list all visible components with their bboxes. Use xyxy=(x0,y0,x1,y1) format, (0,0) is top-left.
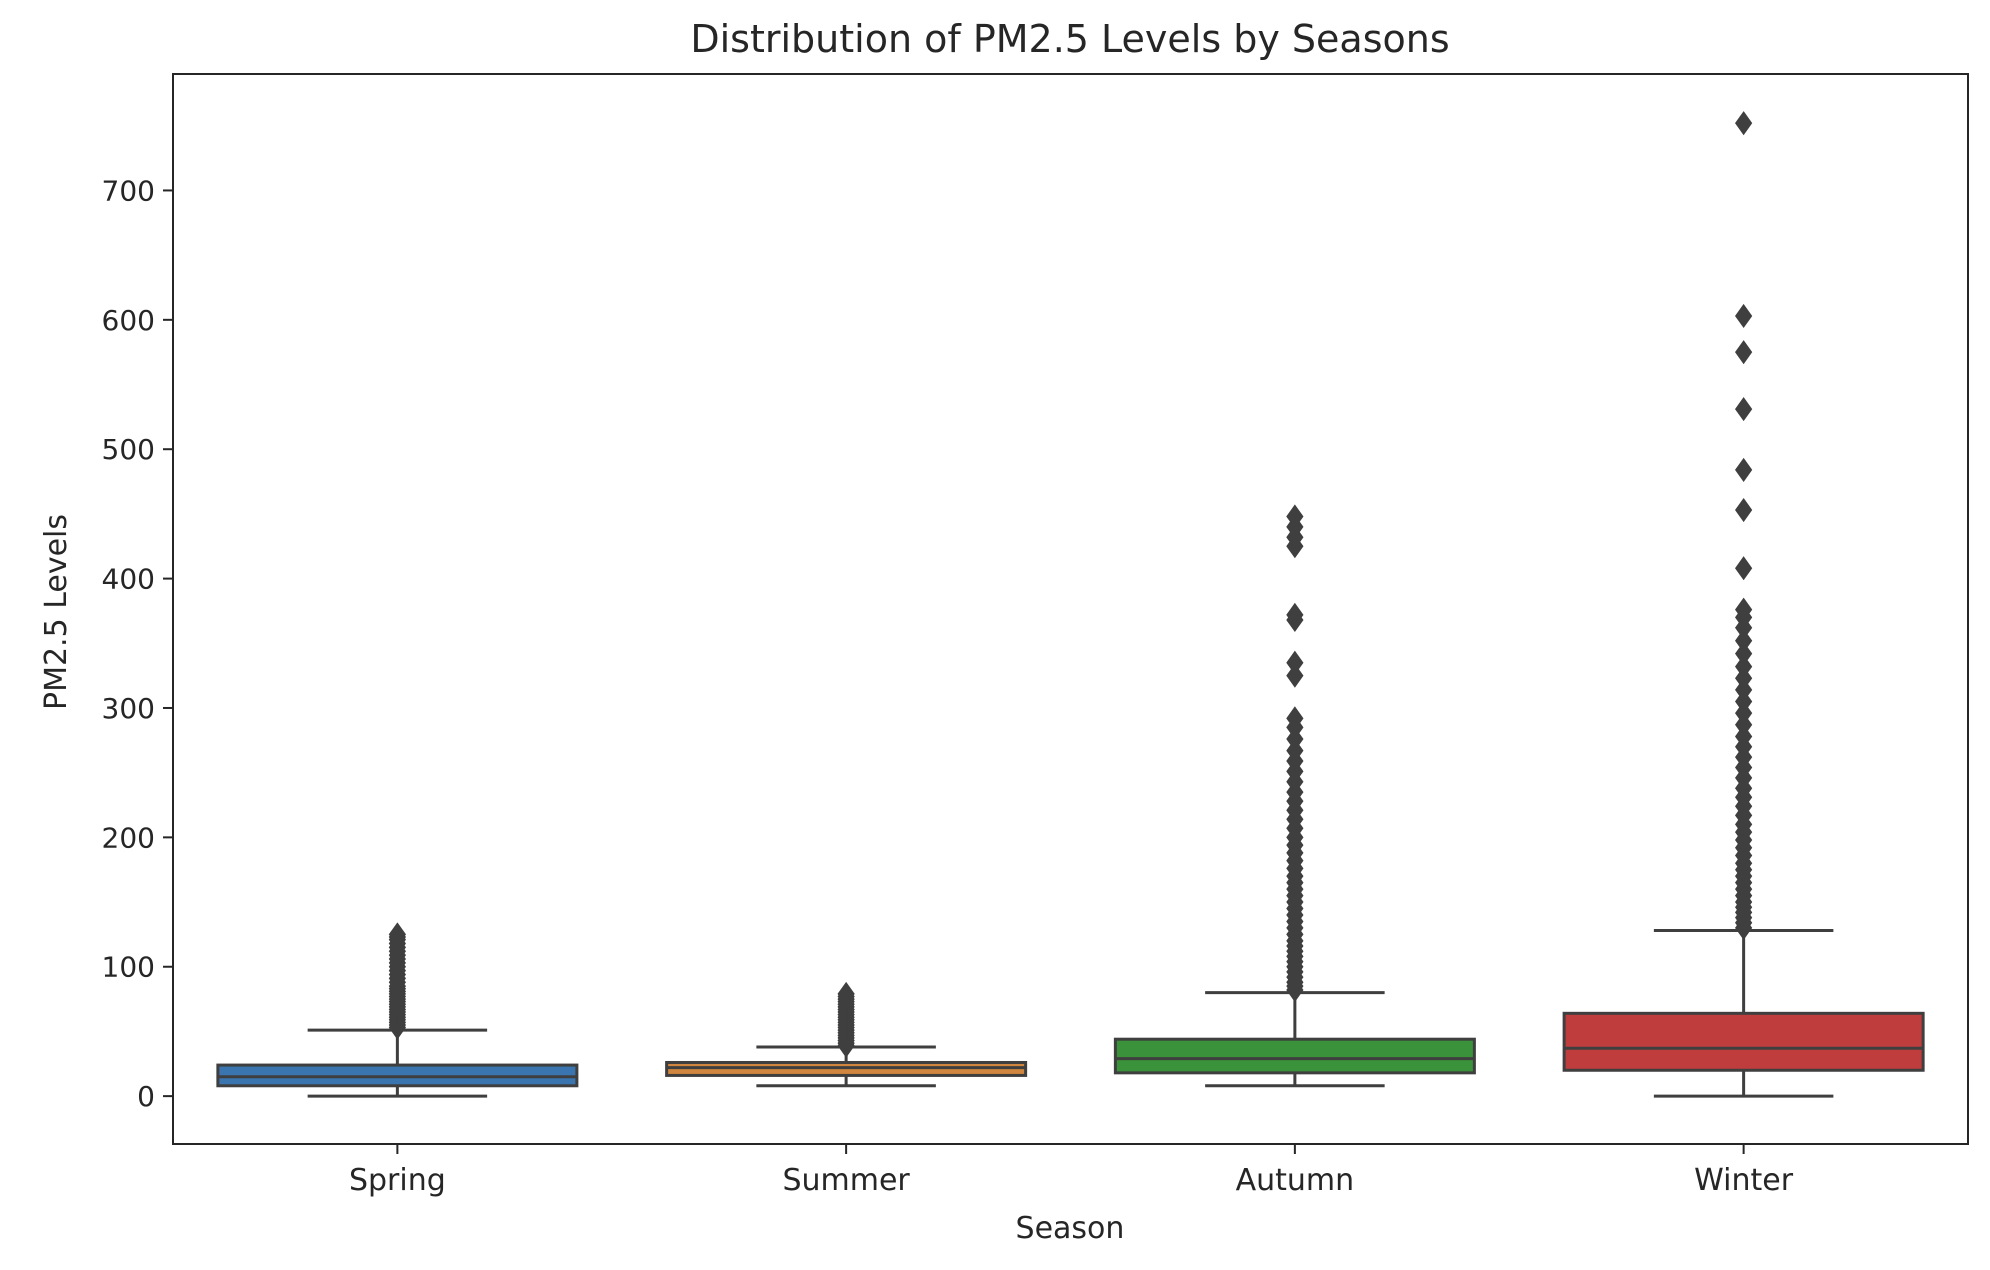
outlier-point xyxy=(1735,628,1753,653)
y-axis: 0 100 200 300 400 500 600 700 xyxy=(102,174,173,1113)
outlier-point xyxy=(1735,111,1753,136)
chart-title: Distribution of PM2.5 Levels by Seasons xyxy=(690,17,1449,61)
outlier-point xyxy=(1286,504,1304,529)
boxes-layer xyxy=(216,111,1925,1098)
y-tick-label: 700 xyxy=(102,174,155,207)
y-axis-label: PM2.5 Levels xyxy=(39,514,74,710)
outlier-point xyxy=(1735,556,1753,581)
box-group-spring xyxy=(216,922,579,1098)
box-group-autumn xyxy=(1113,504,1476,1088)
y-tick-label: 0 xyxy=(137,1080,155,1113)
outlier-point xyxy=(1735,654,1753,679)
x-tick-label: Winter xyxy=(1694,1163,1794,1198)
x-tick-label: Autumn xyxy=(1236,1163,1355,1198)
y-tick-label: 200 xyxy=(102,821,155,854)
outlier-point xyxy=(1286,706,1304,731)
plot-frame xyxy=(172,73,1969,1145)
y-tick-label: 400 xyxy=(102,563,155,596)
x-axis: Spring Summer Autumn Winter xyxy=(349,1144,1794,1198)
outlier-point xyxy=(1735,497,1753,523)
outlier-point xyxy=(1735,303,1753,329)
outlier-point xyxy=(388,922,406,947)
outlier-point xyxy=(1735,397,1753,422)
outlier-point xyxy=(1735,597,1753,622)
iqr-box xyxy=(1562,1011,1925,1072)
box-group-summer xyxy=(665,981,1028,1088)
iqr-box xyxy=(1113,1037,1476,1075)
y-tick-label: 100 xyxy=(102,951,155,984)
outlier-point xyxy=(1735,340,1753,365)
x-tick-label: Summer xyxy=(782,1163,910,1198)
x-tick-label: Spring xyxy=(349,1163,446,1198)
outlier-point xyxy=(1286,650,1304,675)
x-axis-label: Season xyxy=(1016,1211,1125,1246)
y-tick-label: 500 xyxy=(102,433,155,466)
outlier-point xyxy=(837,981,855,1006)
outlier-point xyxy=(1286,602,1304,627)
y-tick-label: 600 xyxy=(102,304,155,337)
box-group-winter xyxy=(1562,111,1925,1098)
outlier-point xyxy=(1286,663,1304,688)
outlier-point xyxy=(1735,457,1753,482)
y-tick-label: 300 xyxy=(102,692,155,725)
outlier-point xyxy=(1735,641,1753,666)
